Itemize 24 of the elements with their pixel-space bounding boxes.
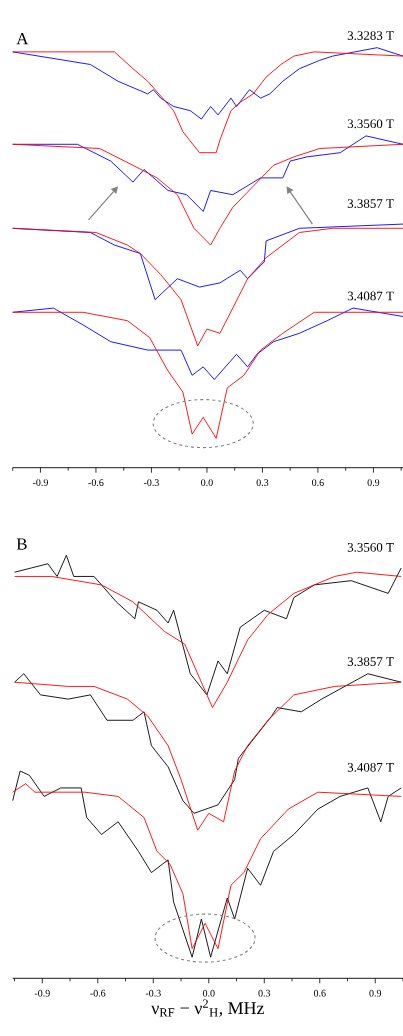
x-tick-label: 0.3 xyxy=(256,479,269,486)
chart-title: B xyxy=(16,538,27,550)
x-tick-label: 0.3 xyxy=(258,989,271,997)
chart-title: A xyxy=(16,32,29,45)
text: 3.3560 T xyxy=(347,542,394,552)
annotation: 3.3857 T xyxy=(347,657,394,666)
annotation: 3.4087 T xyxy=(347,762,394,772)
x-tick-label: -0.6 xyxy=(90,989,106,997)
x-tick-label: -0.3 xyxy=(145,989,161,997)
x-tick-label: 0.9 xyxy=(367,479,380,486)
annotation: 3.3560 T xyxy=(347,119,394,129)
x-tick-label: 0.6 xyxy=(313,989,326,997)
text: 3.3283 T xyxy=(347,31,394,40)
x-tick-label: -0.9 xyxy=(32,479,48,486)
x-tick-label: 0.6 xyxy=(312,479,324,486)
x-tick-label: -0.9 xyxy=(34,989,50,997)
x-tick-label: 0.0 xyxy=(201,479,213,486)
annotation: 3.3857 T xyxy=(347,199,394,208)
x-axis-title: ν$_{RF}$ − ν$^{2}$$_{H}$, MHz xyxy=(151,999,264,1017)
x-tick-label: -0.6 xyxy=(88,479,104,486)
annotation: 3.4087 T xyxy=(347,291,394,301)
x-tick-label: 0.9 xyxy=(369,989,382,997)
x-tick-label: 0.0 xyxy=(202,989,215,997)
x-tick-label: -0.3 xyxy=(143,479,159,486)
